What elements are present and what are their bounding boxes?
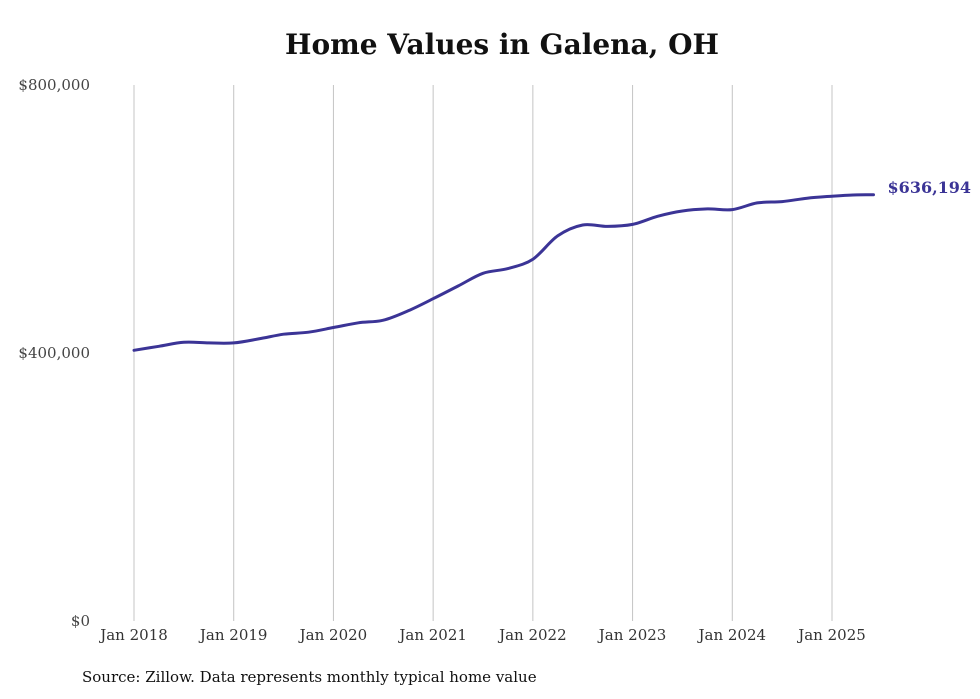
x-tick-label: Jan 2022 [497, 626, 567, 644]
x-tick-label: Jan 2023 [597, 626, 667, 644]
x-axis-ticks: Jan 2018 Jan 2019 Jan 2020 Jan 2021 Jan 2022… [98, 626, 866, 644]
source-note: Source: Zillow. Data represents monthly … [82, 668, 537, 686]
end-value-label: $636,194 [888, 178, 972, 197]
x-tick-label: Jan 2024 [697, 626, 767, 644]
y-tick-label: $0 [71, 612, 90, 630]
x-tick-label: Jan 2018 [98, 626, 168, 644]
x-tick-label: Jan 2025 [796, 626, 866, 644]
y-axis-ticks: $0 $400,000 $800,000 [18, 76, 90, 630]
y-tick-label: $400,000 [18, 344, 90, 362]
x-tick-label: Jan 2021 [397, 626, 467, 644]
chart-title: Home Values in Galena, OH [284, 28, 720, 61]
x-tick-label: Jan 2019 [198, 626, 268, 644]
x-tick-label: Jan 2020 [298, 626, 368, 644]
series-layer [132, 193, 875, 352]
vertical-gridlines [133, 85, 833, 621]
series-line [132, 193, 875, 352]
y-tick-label: $800,000 [18, 76, 90, 94]
